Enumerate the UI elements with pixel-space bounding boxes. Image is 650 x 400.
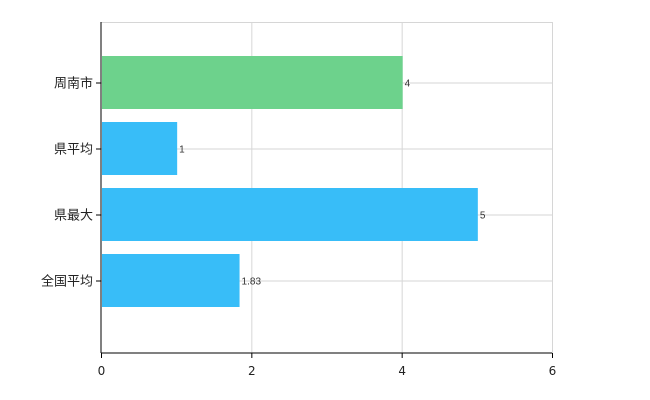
x-tick-label: 2	[248, 364, 256, 378]
data-label: 1	[179, 145, 185, 156]
bar	[102, 254, 240, 307]
category-label: 全国平均	[41, 274, 93, 290]
data-label: 5	[480, 211, 486, 222]
x-tick-label: 4	[398, 364, 406, 378]
bar	[102, 188, 478, 241]
category-label: 周南市	[54, 76, 93, 92]
bar	[102, 122, 178, 175]
x-tick-label: 6	[549, 364, 557, 378]
data-label: 4	[405, 79, 411, 90]
data-label: 1.83	[242, 277, 262, 288]
category-label: 県最大	[54, 209, 93, 224]
bars	[102, 56, 478, 307]
bar	[102, 56, 403, 109]
axes	[100, 22, 552, 354]
labels: 0 2 4 6 周南市 4 県平均 1 県最大 5 全国平均 1.83	[41, 76, 556, 379]
x-tick-label: 0	[98, 364, 106, 378]
category-label: 県平均	[54, 143, 93, 158]
